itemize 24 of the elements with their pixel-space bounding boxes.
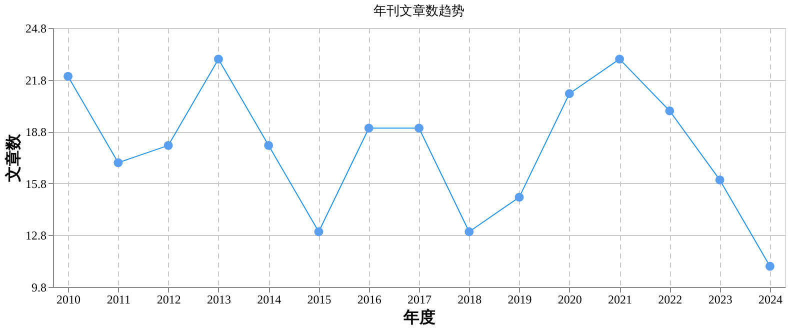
y-tick-label: 15.8 [26,176,46,191]
x-tick-label: 2015 [307,292,332,306]
y-axis-title: 文章数 [4,133,22,183]
x-tick-label: 2020 [558,292,582,306]
x-tick-label: 2013 [206,292,231,306]
x-axis-title: 年度 [402,308,436,326]
x-tick-label: 2021 [608,292,632,306]
x-tick-label: 2012 [156,292,181,306]
y-tick-label: 21.8 [26,73,46,88]
y-tick-label: 12.8 [26,228,46,243]
y-tick-label: 18.8 [26,125,46,140]
x-tick-label: 2019 [508,292,532,306]
x-tick-label: 2023 [708,292,732,306]
x-tick-label: 2010 [56,292,81,306]
x-tick-label: 2011 [106,292,130,306]
x-tick-label: 2018 [458,292,482,306]
x-tick-label: 2017 [408,292,432,306]
x-tick-label: 2014 [257,292,282,306]
x-tick-label: 2024 [758,292,782,306]
y-tick-label: 9.8 [32,280,46,294]
chart-title: 年刊文章数趋势 [374,3,464,18]
x-tick-label: 2016 [357,292,382,306]
y-tick-label: 24.8 [26,22,46,36]
x-tick-label: 2022 [658,292,682,306]
